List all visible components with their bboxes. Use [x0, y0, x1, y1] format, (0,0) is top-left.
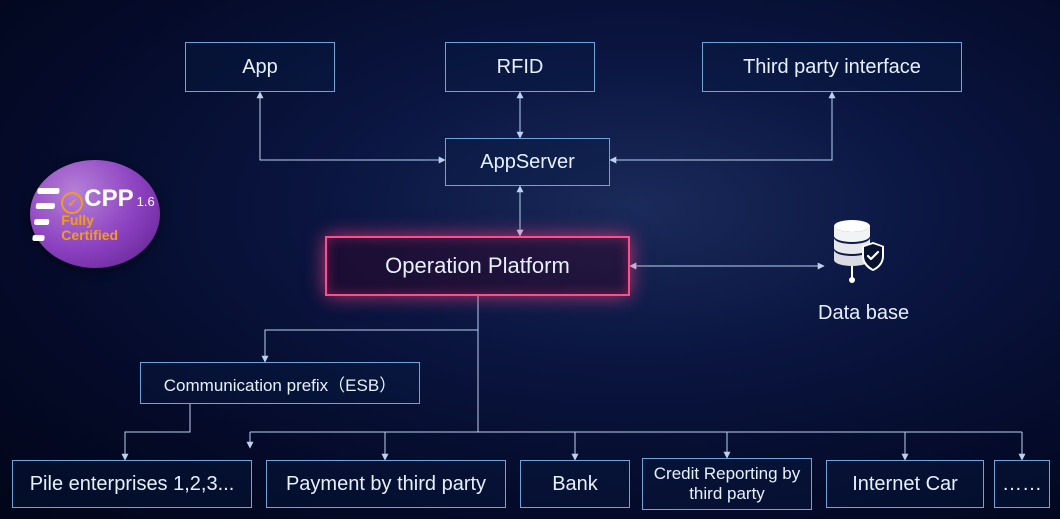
node-app: App — [185, 42, 335, 92]
node-label: Third party interface — [743, 56, 921, 79]
node-label: AppServer — [480, 151, 575, 174]
badge-title-text: CPP — [84, 186, 133, 211]
node-more: …… — [994, 460, 1050, 508]
database-icon — [830, 218, 890, 293]
node-label: Internet Car — [852, 473, 958, 496]
node-label: RFID — [497, 56, 544, 79]
node-label: Pile enterprises 1,2,3... — [30, 473, 235, 496]
node-bank: Bank — [520, 460, 630, 508]
node-label: Bank — [552, 473, 598, 496]
node-esb: Communication prefix（ESB） — [140, 362, 420, 404]
badge-title: ✓ CPP 1.6 — [61, 186, 154, 213]
ocpp-badge: ✓ CPP 1.6 Fully Certified — [30, 160, 160, 268]
node-label: …… — [1002, 473, 1042, 496]
node-label: Communication prefix（ESB） — [164, 371, 396, 396]
node-label: Operation Platform — [385, 253, 570, 279]
node-label: App — [242, 56, 278, 79]
checkmark-icon: ✓ — [61, 192, 83, 214]
database-label: Data base — [818, 302, 909, 325]
node-pile-enterprises: Pile enterprises 1,2,3... — [12, 460, 252, 508]
node-internet-car: Internet Car — [826, 460, 984, 508]
node-payment: Payment by third party — [266, 460, 506, 508]
node-operation-platform: Operation Platform — [325, 236, 630, 296]
node-label: Payment by third party — [286, 473, 486, 496]
diagram-stage: ✓ CPP 1.6 Fully Certified — [0, 0, 1060, 519]
badge-version: 1.6 — [137, 195, 155, 209]
node-appserver: AppServer — [445, 138, 610, 186]
node-credit-reporting: Credit Reporting by third party — [642, 458, 812, 510]
badge-stripes-icon — [32, 183, 61, 246]
node-rfid: RFID — [445, 42, 595, 92]
node-label: Credit Reporting by third party — [649, 464, 805, 503]
node-third-party-interface: Third party interface — [702, 42, 962, 92]
badge-line3: Certified — [61, 228, 154, 243]
badge-line2: Fully — [61, 213, 154, 228]
